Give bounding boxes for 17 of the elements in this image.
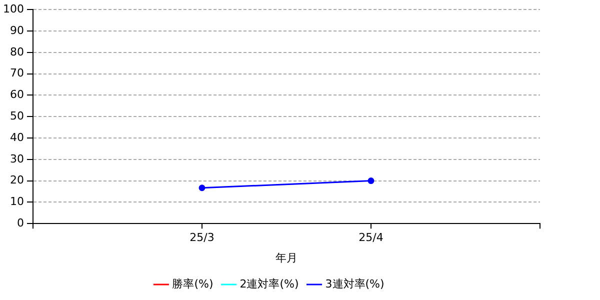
y-tick-label: 80 — [10, 45, 24, 58]
x-tick-label: 25/4 — [358, 231, 384, 244]
y-tick-label: 20 — [10, 174, 24, 187]
legend-label: 2連対率(%) — [240, 277, 299, 290]
y-tick-label: 40 — [10, 130, 24, 144]
y-tick-label: 0 — [16, 216, 24, 230]
y-tick-label: 10 — [10, 195, 24, 208]
y-tick-label: 60 — [10, 88, 24, 102]
y-tick-label: 70 — [10, 66, 24, 80]
x-tick-label: 25/3 — [190, 231, 214, 244]
legend-label: 勝率(%) — [172, 277, 214, 290]
y-tick-label: 50 — [10, 109, 24, 122]
legend-label: 3連対率(%) — [325, 277, 384, 290]
x-axis-title: 年月 — [276, 251, 298, 264]
y-tick-label: 30 — [10, 152, 24, 166]
y-tick-label: 100 — [2, 2, 24, 16]
y-tick-label: 90 — [10, 24, 24, 37]
